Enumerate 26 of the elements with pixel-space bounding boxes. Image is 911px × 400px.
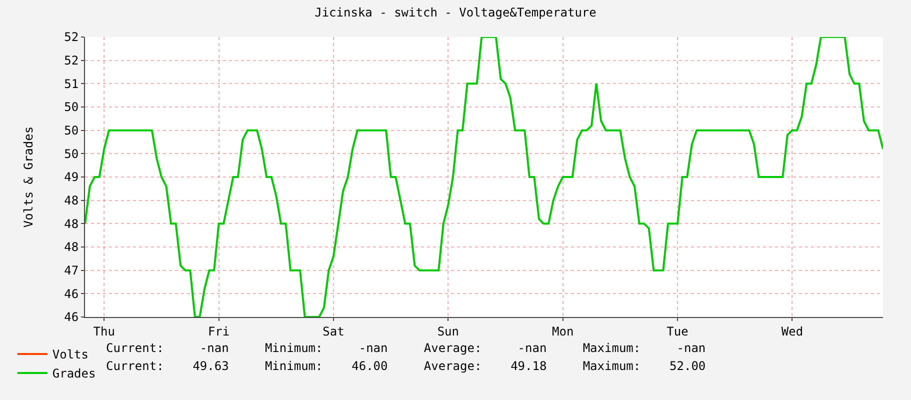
y-tick-label: 46 bbox=[64, 310, 79, 324]
chart-title: Jicinska - switch - Voltage&Temperature bbox=[314, 5, 596, 20]
y-tick-label: 49 bbox=[64, 170, 79, 184]
text: Current: 49.63 Minimum: 46.00 Average: 49.18 Maximum: 52.00 bbox=[106, 359, 706, 373]
legend-label: Volts bbox=[52, 348, 88, 362]
y-tick-label: 48 bbox=[64, 216, 79, 231]
x-tick-label: Fri bbox=[208, 324, 230, 338]
y-tick-label: 50 bbox=[64, 100, 79, 114]
y-tick-label: 52 bbox=[64, 54, 79, 68]
x-tick-label: Sat bbox=[322, 324, 344, 338]
y-tick-label: 50 bbox=[64, 146, 79, 161]
y-tick-label: 50 bbox=[64, 124, 79, 138]
y-tick-label: 48 bbox=[64, 240, 79, 254]
text: Current: -nan Minimum: -nan Average: -nan Maximum: -nan bbox=[106, 341, 706, 355]
y-tick-label: 47 bbox=[64, 264, 79, 278]
y-tick-label: 48 bbox=[64, 194, 79, 208]
x-tick-label: Mon bbox=[552, 324, 574, 338]
x-tick-label: Tue bbox=[666, 324, 688, 338]
y-tick-label: 46 bbox=[64, 286, 79, 301]
x-tick-label: Wed bbox=[781, 324, 804, 338]
y-tick-label: 51 bbox=[64, 76, 79, 91]
legend-label: Grades bbox=[52, 366, 96, 381]
y-axis-title: Volts & Grades bbox=[21, 126, 36, 228]
x-tick-label: Sun bbox=[437, 324, 460, 338]
x-tick-label: Thu bbox=[93, 324, 115, 338]
y-tick-label: 52 bbox=[64, 30, 79, 44]
